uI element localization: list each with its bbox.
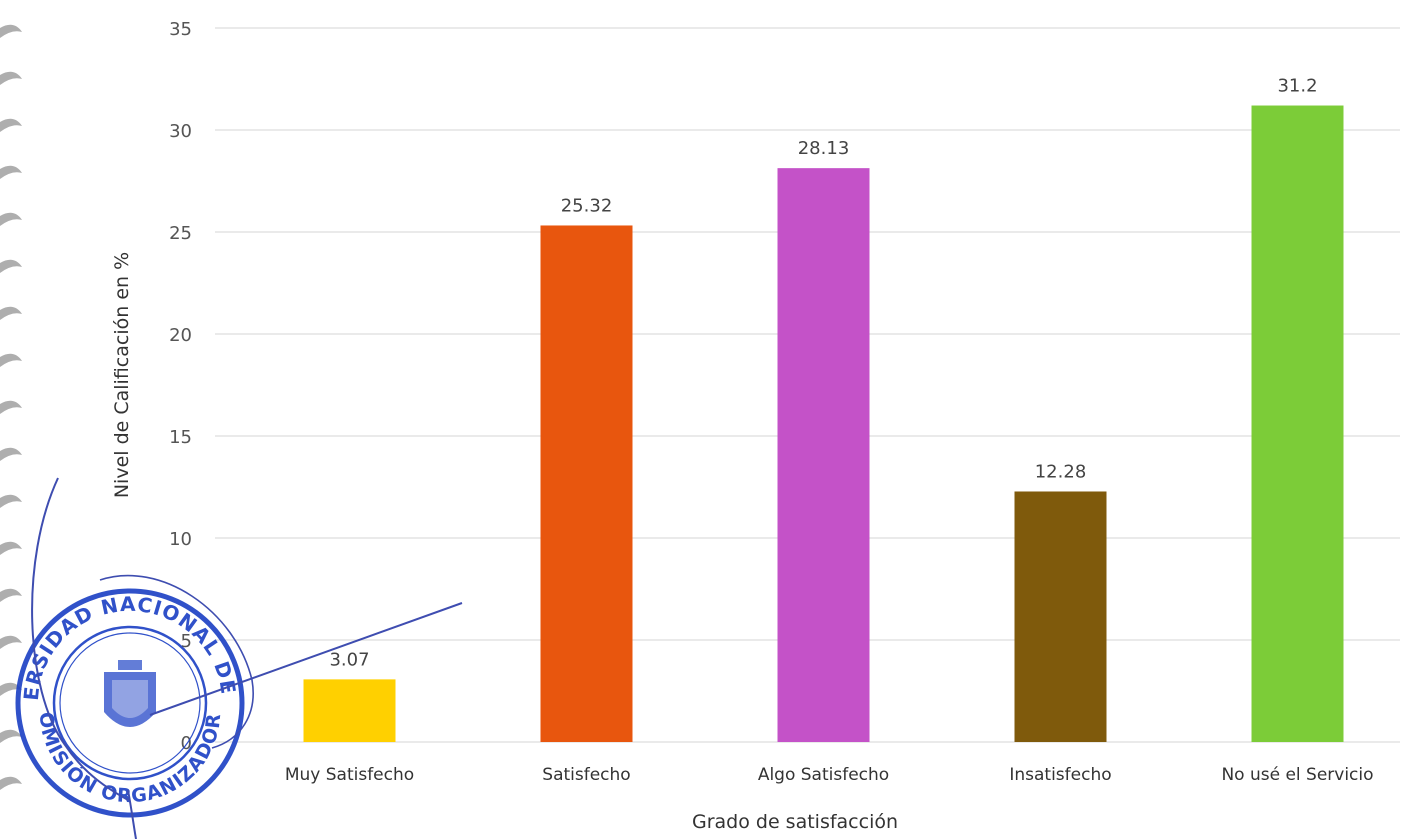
y-tick-label: 20: [169, 325, 192, 346]
y-tick-label: 15: [169, 427, 192, 448]
binding-hole: [0, 729, 22, 743]
y-axis-title: Nivel de Calificación en %: [111, 252, 133, 498]
y-tick-label: 35: [169, 19, 192, 40]
data-label: 31.2: [1277, 76, 1317, 97]
y-tick-label: 25: [169, 223, 192, 244]
y-tick-label: 5: [181, 631, 192, 652]
binding-hole: [0, 588, 22, 602]
bar: [303, 679, 396, 742]
binding-hole: [0, 635, 22, 649]
data-label: 3.07: [329, 649, 369, 670]
binding-hole: [0, 776, 22, 790]
x-tick-label: Satisfecho: [542, 765, 630, 785]
bar: [1251, 105, 1344, 742]
y-tick-label: 0: [181, 733, 192, 754]
bar: [1014, 491, 1107, 742]
x-tick-label: Algo Satisfecho: [758, 765, 889, 785]
y-axis-ticks: 0 5 10 15 20 25 30 35: [169, 19, 192, 754]
bar: [540, 225, 633, 743]
binding-hole: [0, 353, 22, 367]
binding-hole: [0, 212, 22, 226]
binding-hole: [0, 306, 22, 320]
binding-hole: [0, 71, 22, 85]
binding-hole: [0, 165, 22, 179]
data-label: 28.13: [798, 138, 850, 159]
notebook-binding: [0, 24, 22, 790]
binding-hole: [0, 400, 22, 414]
x-tick-label: No usé el Servicio: [1221, 765, 1373, 785]
binding-hole: [0, 541, 22, 555]
x-axis-ticks: Muy Satisfecho Satisfecho Algo Satisfecho I…: [285, 765, 1374, 785]
data-label: 12.28: [1035, 461, 1087, 482]
data-label: 25.32: [561, 195, 613, 216]
binding-hole: [0, 259, 22, 273]
binding-hole: [0, 118, 22, 132]
data-labels: 3.07 25.32 28.13 12.28 31.2: [329, 76, 1317, 671]
x-tick-label: Insatisfecho: [1009, 765, 1111, 785]
x-tick-label: Muy Satisfecho: [285, 765, 414, 785]
y-tick-label: 30: [169, 121, 192, 142]
bars: [303, 105, 1344, 743]
binding-hole: [0, 494, 22, 508]
binding-hole: [0, 447, 22, 461]
binding-hole: [0, 24, 22, 38]
x-axis-title: Grado de satisfacción: [692, 811, 898, 833]
bar: [777, 168, 870, 742]
y-tick-label: 10: [169, 529, 192, 550]
binding-hole: [0, 682, 22, 696]
